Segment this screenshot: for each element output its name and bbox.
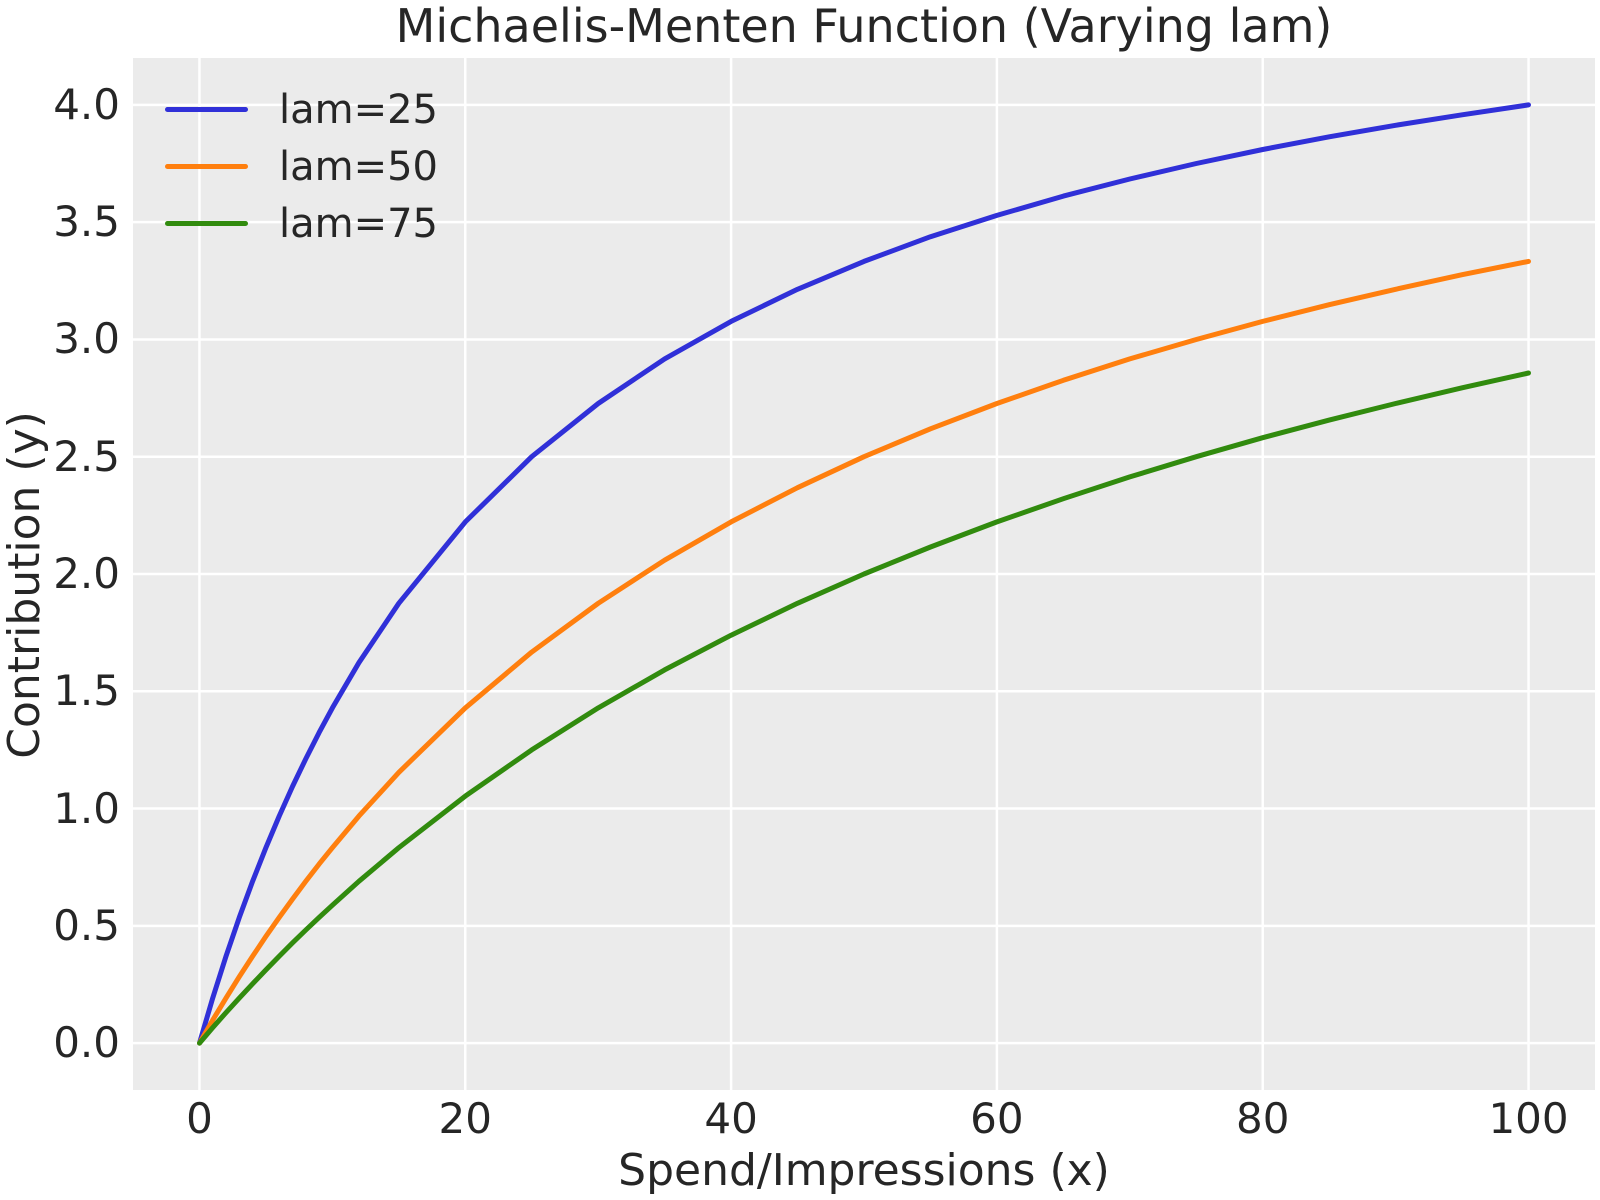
legend-entry-lam=75: lam=75 <box>165 195 438 252</box>
x-tick-label-20: 20 <box>438 1094 492 1143</box>
y-tick-label-0.0: 0.0 <box>53 1018 120 1068</box>
legend-entry-lam=25: lam=25 <box>165 81 438 138</box>
legend-entry-lam=50: lam=50 <box>165 138 438 195</box>
legend: lam=25 lam=50 lam=75 <box>165 81 438 252</box>
legend-line-icon <box>165 164 248 169</box>
y-tick-label-1.0: 1.0 <box>53 783 120 833</box>
legend-label: lam=50 <box>279 143 439 190</box>
y-tick-label-0.5: 0.5 <box>53 900 120 950</box>
legend-label: lam=75 <box>279 200 439 247</box>
y-tick-label-2.0: 2.0 <box>53 549 120 598</box>
y-tick-label-1.5: 1.5 <box>53 666 120 716</box>
chart-title: Michaelis-Menten Function (Varying lam) <box>395 0 1333 53</box>
legend-label: lam=25 <box>279 86 439 133</box>
chart-canvas <box>133 58 1595 1090</box>
x-axis-label: Spend/Impressions (x) <box>618 1145 1110 1196</box>
curve-lam=75 <box>197 370 1531 1046</box>
x-tick-label-40: 40 <box>704 1094 758 1143</box>
y-tick-label-4.0: 4.0 <box>53 79 120 129</box>
curve-lam=25 <box>197 102 1531 1046</box>
x-tick-label-0: 0 <box>186 1094 213 1143</box>
y-tick-label-3.5: 3.5 <box>53 197 120 247</box>
y-axis-label: Contribution (y) <box>0 411 50 759</box>
x-tick-label-100: 100 <box>1488 1094 1569 1143</box>
curve-lam=50 <box>197 258 1531 1046</box>
y-tick-label-2.5: 2.5 <box>53 431 120 481</box>
legend-line-icon <box>165 107 248 112</box>
plot-area: lam=25 lam=50 lam=75 <box>133 58 1595 1090</box>
y-tick-label-3.0: 3.0 <box>53 314 120 364</box>
x-tick-label-60: 60 <box>970 1094 1024 1143</box>
legend-line-icon <box>165 221 248 226</box>
x-tick-label-80: 80 <box>1235 1094 1290 1143</box>
